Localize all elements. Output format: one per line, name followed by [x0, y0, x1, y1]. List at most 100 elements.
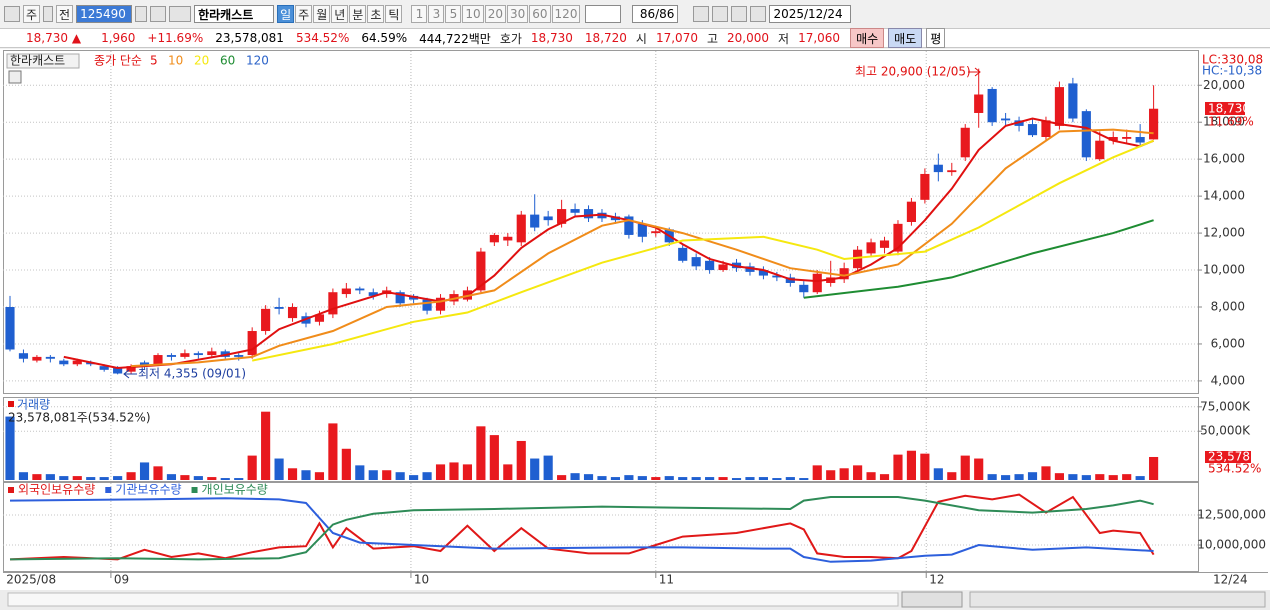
candle-body: [516, 214, 526, 243]
annotation: 최저 4,355 (09/01): [138, 367, 246, 381]
candle-body: [99, 366, 109, 370]
avg-button[interactable]: 평: [926, 28, 946, 48]
y-tick-label: 50,000K: [1200, 424, 1251, 438]
toolbar-button[interactable]: 주: [295, 5, 313, 23]
candle-body: [839, 268, 849, 280]
low: 17,060: [798, 31, 841, 45]
toolbar-button[interactable]: 20: [484, 5, 506, 23]
buy-button[interactable]: 매수: [850, 28, 885, 48]
volume-bar: [126, 472, 136, 480]
candle-body: [557, 209, 567, 224]
tool-icons[interactable]: [969, 591, 1266, 608]
y-tick-label: 8,000: [1211, 300, 1245, 314]
toolbar-button[interactable]: 30: [506, 5, 529, 23]
candle-body: [570, 209, 580, 213]
toolbar-button[interactable]: 분: [349, 5, 367, 23]
search-icon[interactable]: [150, 6, 167, 22]
volume-bar: [705, 477, 715, 480]
name-box: [6, 53, 80, 69]
y-tick-label: 12,500,000: [1197, 507, 1266, 521]
candle-body: [476, 251, 486, 291]
candle-body: [166, 355, 177, 357]
toolbar-button[interactable]: 초: [367, 5, 385, 23]
volume-bar: [933, 468, 943, 480]
candle-body: [718, 264, 728, 271]
volume-bar: [731, 478, 742, 480]
toolbar-button[interactable]: 틱: [385, 5, 403, 23]
toolbar-button[interactable]: 5: [445, 5, 462, 23]
y-tick-label: 12,000: [1203, 226, 1245, 240]
legend-entry: 60: [220, 54, 235, 68]
x-tick-label: 10: [414, 573, 429, 587]
volume-bar: [597, 476, 607, 480]
candle-body: [678, 247, 688, 261]
volume-bar: [1001, 475, 1011, 480]
toolbar-button[interactable]: 월: [313, 5, 331, 23]
volume-last-pct: 534.52%: [1208, 462, 1261, 476]
menu-icon[interactable]: [4, 6, 20, 22]
toolbar-button[interactable]: 10: [462, 5, 484, 23]
candle-body: [207, 351, 217, 356]
volume-bar: [879, 474, 890, 480]
annotation: 최고 20,900 (12/05): [855, 65, 971, 79]
volume-bar: [906, 450, 917, 480]
volume-bar: [960, 455, 970, 480]
y-tick-label: 14,000: [1203, 189, 1245, 203]
volume-bar: [610, 477, 621, 480]
tool-icon[interactable]: [693, 6, 710, 22]
volume-bar: [462, 464, 473, 480]
tool-icon[interactable]: [712, 6, 729, 22]
code-input[interactable]: 125490: [76, 5, 133, 23]
sell-button[interactable]: 매도: [888, 28, 923, 48]
volume-bar: [530, 458, 540, 480]
candle-body: [1027, 124, 1038, 136]
candle-body: [180, 353, 190, 357]
candle-body: [247, 331, 257, 356]
toolbar-button[interactable]: 1: [411, 5, 428, 23]
toolbar-button[interactable]: 60: [529, 5, 551, 23]
scope[interactable]: 전: [56, 5, 74, 23]
candle-body: [987, 88, 997, 123]
candle-body: [5, 307, 15, 350]
toolbar-button[interactable]: 120: [551, 5, 581, 23]
annotation-arrow: [123, 369, 137, 379]
y-tick-label: 10,000: [1203, 263, 1245, 277]
date-input[interactable]: 2025/12/24: [769, 5, 852, 23]
lc-label: LC:330,08: [1202, 53, 1263, 67]
volume-bar: [826, 470, 836, 480]
volume-bar: [1041, 466, 1051, 480]
price-box: [1205, 102, 1245, 115]
settings-icon[interactable]: [750, 6, 767, 22]
toolbar-button[interactable]: 일: [277, 5, 295, 23]
dropdown[interactable]: [43, 6, 54, 22]
volume-bar: [583, 474, 594, 480]
volume-bar: [489, 435, 499, 480]
legend-entry: 기관보유수량: [115, 483, 181, 497]
legend-entry: 120: [246, 54, 269, 68]
info-bar: 18,730 ▲ 1,960 +11.69% 23,578,081 534.52…: [0, 28, 1270, 48]
scrollbar[interactable]: [7, 592, 899, 607]
bid: 18,720: [584, 31, 627, 45]
volume-bar: [274, 458, 284, 480]
volume-bar: [153, 466, 163, 480]
nav-buttons[interactable]: [901, 591, 963, 608]
market[interactable]: 주: [23, 5, 41, 23]
volume-bar: [1108, 475, 1118, 480]
interval-input[interactable]: [585, 5, 622, 23]
toolbar-button[interactable]: 3: [428, 5, 445, 23]
toolbar-button[interactable]: 년: [331, 5, 349, 23]
save-icon[interactable]: [731, 6, 748, 22]
holding-line: [9, 493, 1155, 561]
volume-bar: [718, 477, 728, 480]
y-tick-label: 6,000: [1211, 336, 1245, 350]
volume-bar: [772, 478, 782, 480]
candle-body: [1122, 137, 1132, 139]
ask-label: 호가: [499, 31, 522, 46]
volume-bar: [422, 472, 432, 480]
ask: 18,730: [530, 31, 573, 45]
dropdown[interactable]: [135, 6, 148, 22]
legend-swatch: [105, 487, 112, 493]
grid-icon[interactable]: [8, 70, 22, 84]
sound-icon[interactable]: [169, 6, 192, 22]
